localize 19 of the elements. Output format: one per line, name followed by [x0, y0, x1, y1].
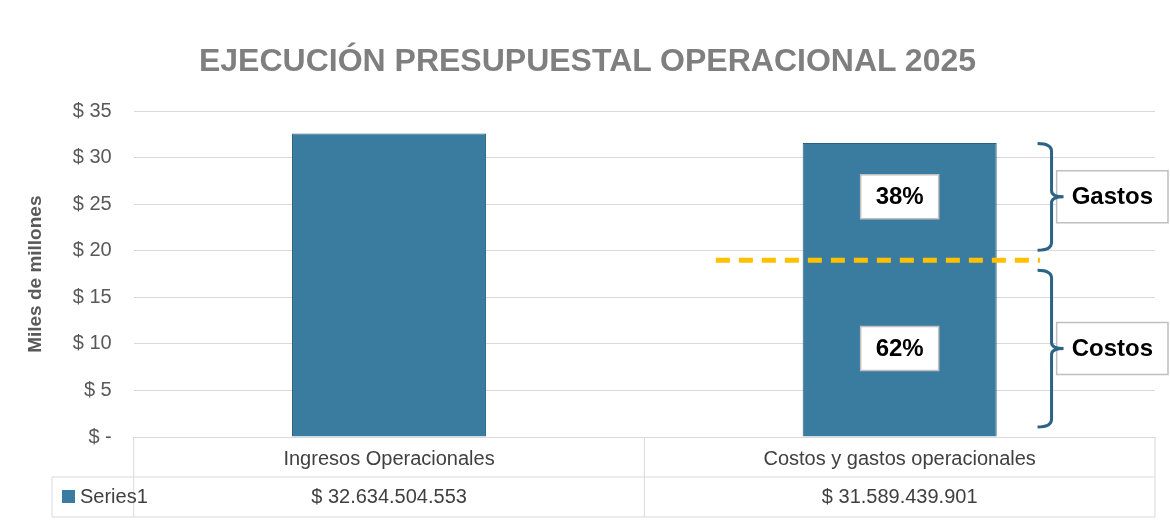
annotation: 38%: [875, 182, 924, 210]
x-tick-label: Ingresos Operacionales: [283, 446, 495, 469]
text: $ 31.589.439.901: [821, 484, 978, 507]
y-tick-label: $ 15: [72, 284, 112, 307]
legend-label: Series1: [80, 484, 148, 507]
x-tick-label: Costos y gastos operacionales: [763, 446, 1036, 469]
y-tick-label: $ 35: [72, 98, 112, 121]
y-axis-title: Miles de millones: [23, 195, 45, 353]
annotation: 62%: [875, 334, 924, 362]
text: $ 32.634.504.553: [311, 484, 467, 507]
chart-title: EJECUCIÓN PRESUPUESTAL OPERACIONAL 2025: [198, 42, 977, 79]
y-tick-label: $ 30: [72, 145, 112, 168]
annotation: Costos: [1071, 334, 1153, 362]
y-tick-label: $ 25: [72, 191, 112, 214]
y-tick-label: $ 10: [72, 331, 112, 354]
annotation: Gastos: [1071, 182, 1154, 210]
y-tick-label: $ 5: [83, 378, 112, 400]
y-tick-label: $ -: [88, 424, 112, 447]
y-tick-label: $ 20: [72, 238, 112, 261]
